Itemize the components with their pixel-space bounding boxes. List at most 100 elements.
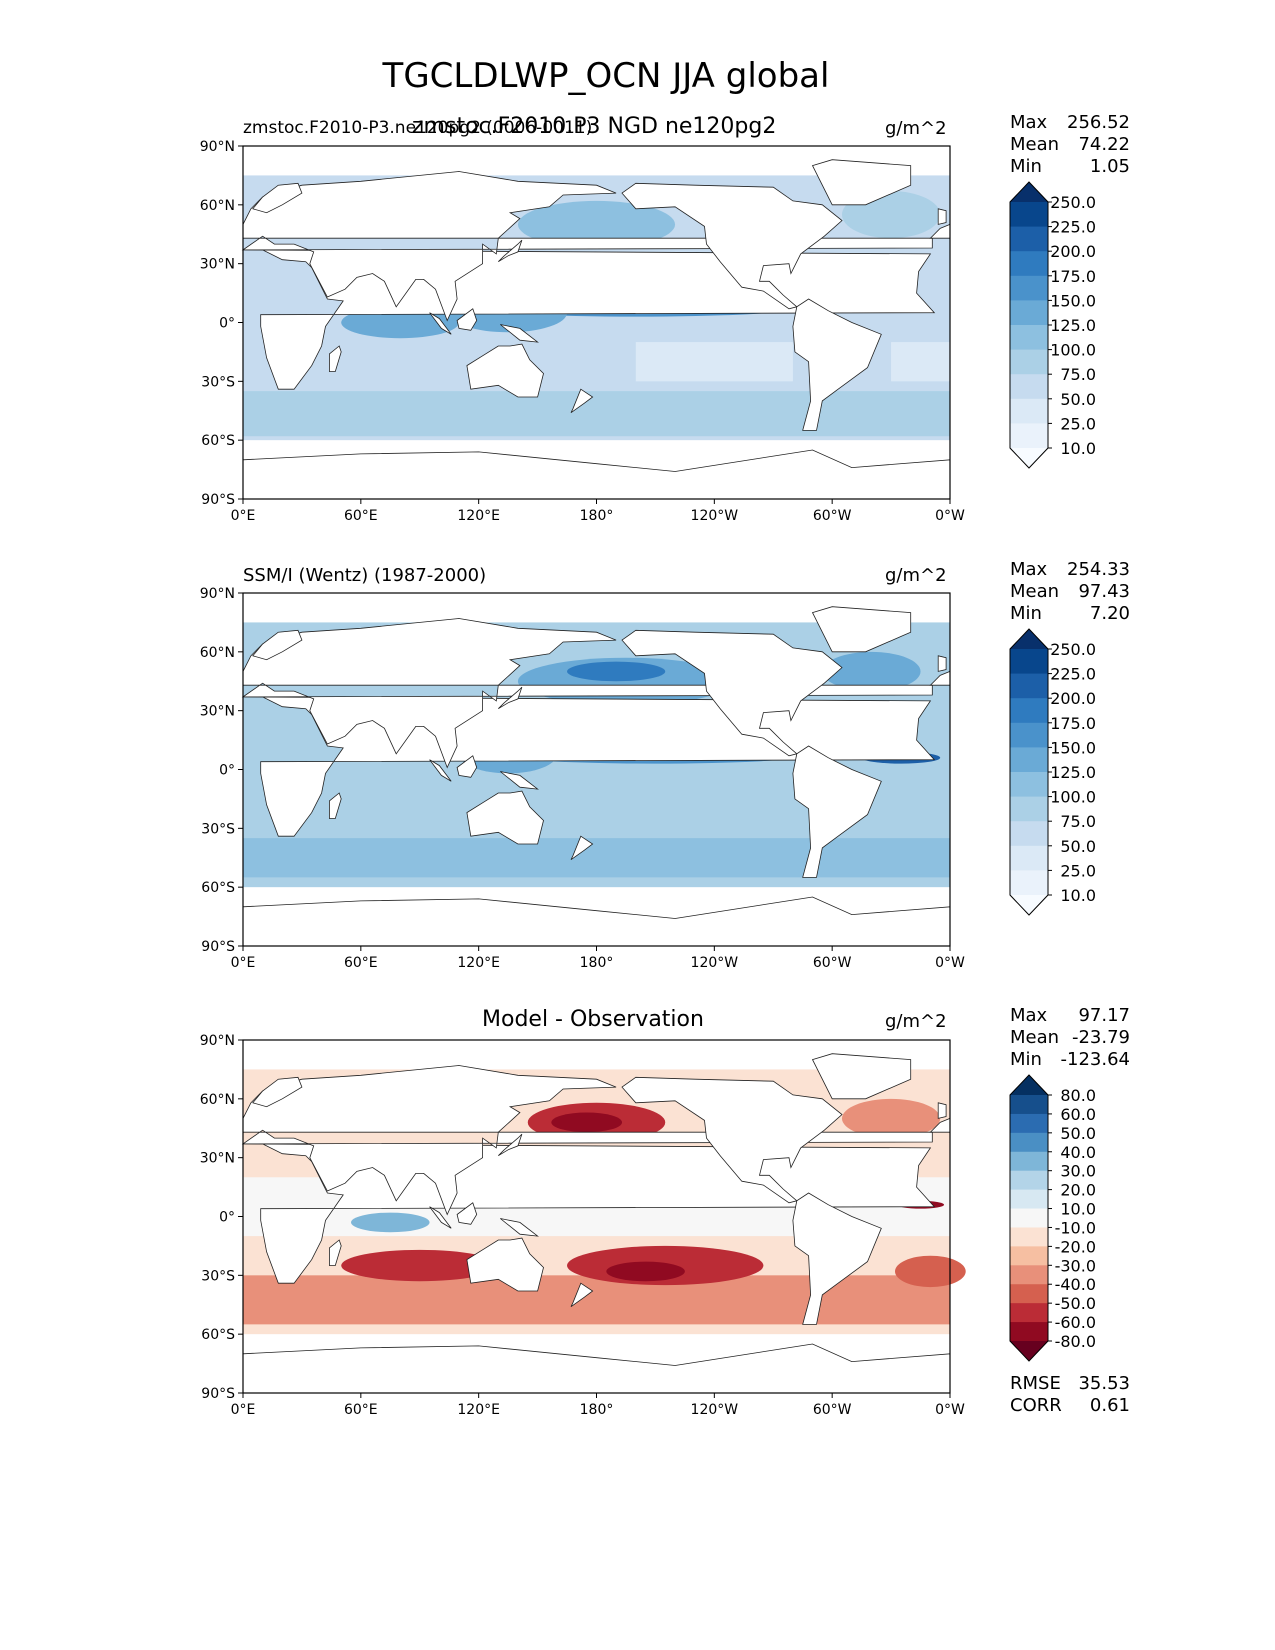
m3-south-atlantic	[895, 1255, 966, 1288]
cb1-tick-label: 125.0	[1050, 316, 1096, 335]
m2-lon-label: 180°	[580, 955, 614, 971]
m3-lat-label: 60°S	[201, 1327, 235, 1343]
m1-subtropic-south-atl	[891, 342, 950, 382]
m2-lon-label: 120°E	[457, 955, 500, 971]
cb1-tick-label: 100.0	[1050, 341, 1096, 360]
m3-lon-label: 120°W	[691, 1402, 739, 1418]
m2-land-new-guinea	[500, 771, 539, 790]
m3-indian-eq	[351, 1212, 430, 1233]
stat-label: Max	[1010, 112, 1048, 133]
m3-land-sumatra	[429, 1206, 452, 1229]
cb3-swatch	[1010, 1322, 1048, 1342]
m1-southern-band	[243, 391, 950, 437]
cb3-tick-label: 20.0	[1060, 1181, 1096, 1200]
cb2-swatch	[1010, 747, 1048, 773]
cb1-swatch	[1010, 423, 1048, 449]
cb3-tick-label: 80.0	[1060, 1086, 1096, 1105]
cb1-swatch	[1010, 349, 1048, 375]
cb3-tick-label: -50.0	[1055, 1294, 1096, 1313]
panel2-stats-labels: Max Mean Min	[1010, 559, 1059, 625]
m3-south-indian	[341, 1249, 499, 1282]
cb1-tick-label: 75.0	[1060, 365, 1096, 384]
cb1-tick-label: 200.0	[1050, 242, 1096, 261]
cb2-swatch	[1010, 649, 1048, 675]
m1-land-australia	[466, 343, 544, 398]
m2-land-eurasia	[241, 618, 933, 769]
panel3-center-title: Model - Observation	[482, 1007, 704, 1032]
cb2-tick-label: 50.0	[1060, 837, 1096, 856]
m3-land-borneo	[456, 1202, 478, 1225]
m3-lat-label: 0°	[219, 1210, 235, 1226]
cb3-extend-max	[1010, 1075, 1048, 1095]
m1-land-antarctica	[242, 449, 951, 500]
m2-land-scandinavia	[252, 629, 303, 661]
panel2-left-title: SSM/I (Wentz) (1987-2000)	[243, 565, 487, 586]
m3-lat-label: 60°N	[200, 1092, 235, 1108]
cb1-swatch	[1010, 251, 1048, 277]
m3-land-greenland	[811, 1053, 912, 1100]
m2-lat-label: 90°N	[200, 586, 235, 602]
m3-lat-label: 30°S	[201, 1268, 235, 1284]
m1-land-greenland	[811, 159, 912, 206]
cb3-swatch	[1010, 1132, 1048, 1153]
m1-land-madagascar	[329, 345, 342, 372]
m2-lon-label: 120°W	[691, 955, 739, 971]
stat-value: 74.22	[1078, 134, 1130, 155]
cb2-extend-max	[1010, 629, 1048, 649]
m2-north-atlantic	[822, 651, 921, 692]
cb3-swatch	[1010, 1208, 1048, 1228]
cb1-swatch	[1010, 202, 1048, 228]
stat-value: 35.53	[1078, 1373, 1130, 1394]
cb2-swatch	[1010, 870, 1048, 896]
m3-land-scandinavia	[252, 1076, 303, 1108]
cb2-swatch	[1010, 821, 1048, 847]
panel3-units: g/m^2	[885, 1011, 947, 1032]
cb2-tick-label: 225.0	[1050, 665, 1096, 684]
cb1-extend-max	[1010, 182, 1048, 202]
cb3-tick-label: 40.0	[1060, 1143, 1096, 1162]
m3-southern-band	[243, 1275, 950, 1325]
m3-lat-label: 90°N	[200, 1033, 235, 1049]
colorbar-model: 250.0 225.0 200.0 175.0 150.0 125.0 100.0 75.0 5…	[1009, 181, 1096, 469]
cb3-swatch	[1010, 1227, 1048, 1247]
m1-lat-label: 30°S	[201, 374, 235, 390]
cb3-extend-min	[1010, 1341, 1048, 1361]
m2-lat-label: 0°	[219, 763, 235, 779]
m2-lon-label: 60°W	[813, 955, 852, 971]
m3-south-pacific-core	[606, 1261, 685, 1282]
cb3-tick-label: -60.0	[1055, 1313, 1096, 1332]
m2-land-antarctica	[242, 896, 951, 947]
stat-label: Min	[1010, 1049, 1042, 1070]
map-panel-observation: 90°N 60°N 30°N 0° 30°S 60°S 90°S0°E 60°E 120°E 18…	[200, 586, 965, 971]
m1-land-uk	[937, 208, 947, 225]
stat-label: Mean	[1010, 581, 1060, 602]
cb3-tick-label: -20.0	[1055, 1237, 1096, 1256]
m1-lon-label: 60°E	[344, 508, 378, 524]
cb1-extend-min	[1010, 448, 1048, 468]
colorbar-difference: 80.060.050.040.030.020.010.0-10.0-20.0-3…	[1009, 1074, 1096, 1362]
m1-land-eurasia	[241, 171, 933, 322]
cb2-tick-label: 125.0	[1050, 763, 1096, 782]
stat-value: 97.43	[1078, 581, 1130, 602]
m3-north-pacific-core	[551, 1112, 623, 1133]
panel3-extra-labels: RMSE CORR	[1010, 1373, 1062, 1417]
cb3-tick-label: 30.0	[1060, 1162, 1096, 1181]
m3-lat-label: 30°N	[200, 1151, 235, 1167]
m3-lat-label: 90°S	[201, 1386, 235, 1402]
m3-lon-label: 60°E	[344, 1402, 378, 1418]
m2-lat-label: 30°N	[200, 704, 235, 720]
panel3-stats-labels: Max Mean Min	[1010, 1005, 1059, 1071]
m3-land-antarctica	[242, 1343, 951, 1394]
cb2-swatch	[1010, 796, 1048, 822]
cb1-swatch	[1010, 275, 1048, 301]
cb2-swatch	[1010, 698, 1048, 724]
m1-land-south-america	[792, 298, 882, 431]
stat-value: -23.79	[1071, 1027, 1130, 1048]
m3-land-australia	[466, 1237, 544, 1292]
cb2-tick-label: 10.0	[1060, 886, 1096, 905]
cb1-tick-label: 10.0	[1060, 439, 1096, 458]
cb1-tick-label: 50.0	[1060, 390, 1096, 409]
stat-label: CORR	[1010, 1395, 1062, 1416]
m3-land-south-america	[792, 1192, 882, 1325]
m1-land-japan	[498, 239, 523, 263]
